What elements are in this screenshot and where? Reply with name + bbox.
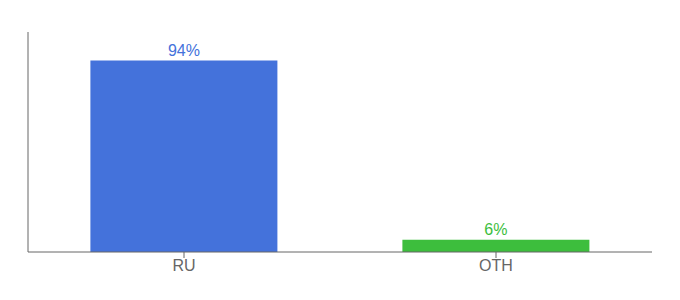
svg-text:OTH: OTH [479,257,513,274]
svg-text:6%: 6% [484,221,507,238]
svg-text:94%: 94% [168,42,200,59]
svg-text:RU: RU [172,257,195,274]
